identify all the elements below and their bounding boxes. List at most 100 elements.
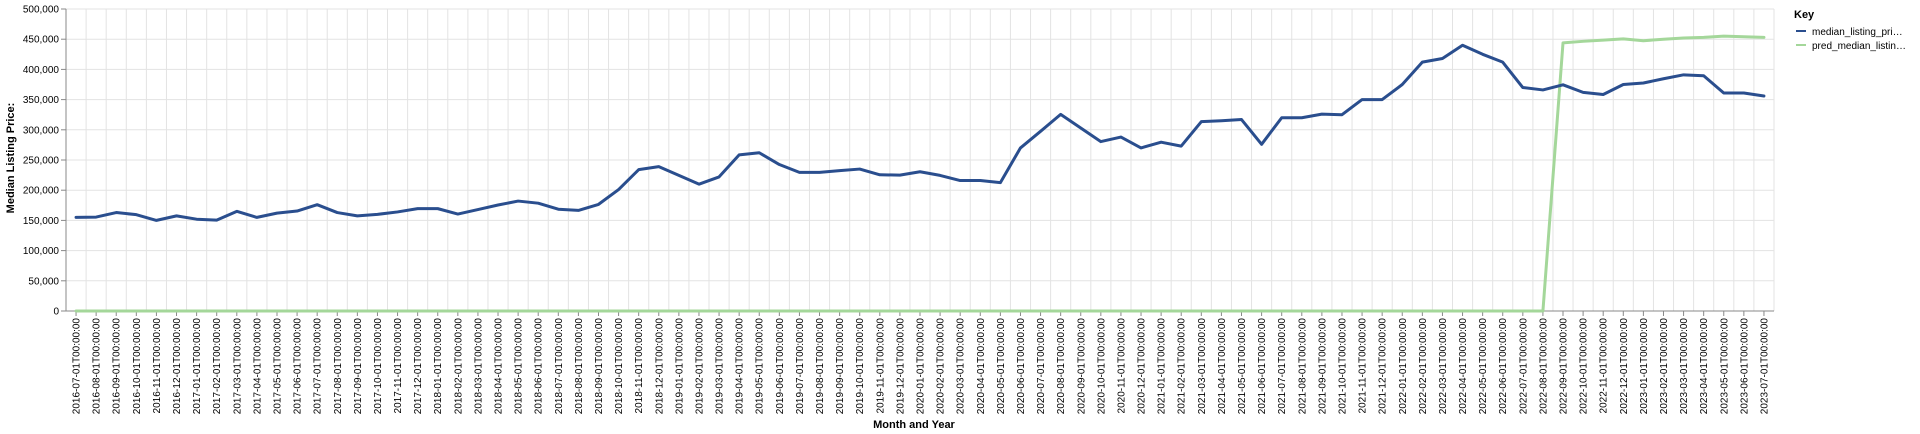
x-tick-label: 2019-10-01T00:00:00 bbox=[855, 318, 866, 415]
y-tick-label: 400,000 bbox=[23, 65, 60, 76]
x-tick-label: 2023-05-01T00:00:00 bbox=[1719, 318, 1730, 415]
x-tick-label: 2020-03-01T00:00:00 bbox=[956, 318, 967, 415]
y-tick-label: 50,000 bbox=[28, 276, 59, 287]
y-tick-label: 200,000 bbox=[23, 186, 60, 197]
x-tick-label: 2020-05-01T00:00:00 bbox=[996, 318, 1007, 415]
x-tick-label: 2017-08-01T00:00:00 bbox=[333, 318, 344, 415]
axes bbox=[61, 8, 1774, 316]
x-tick-label: 2018-09-01T00:00:00 bbox=[594, 318, 605, 415]
legend-label-median: median_listing_pri… bbox=[1812, 27, 1903, 38]
y-tick-label: 250,000 bbox=[23, 156, 60, 167]
y-tick-label: 450,000 bbox=[23, 35, 60, 46]
x-tick-label: 2019-12-01T00:00:00 bbox=[895, 318, 906, 415]
x-tick-label: 2020-12-01T00:00:00 bbox=[1137, 318, 1148, 415]
x-tick-label: 2022-06-01T00:00:00 bbox=[1498, 318, 1509, 415]
x-tick-label: 2020-04-01T00:00:00 bbox=[976, 318, 987, 415]
x-tick-label: 2022-05-01T00:00:00 bbox=[1478, 318, 1489, 415]
x-tick-label: 2017-06-01T00:00:00 bbox=[293, 318, 304, 415]
x-tick-label: 2019-01-01T00:00:00 bbox=[674, 318, 685, 415]
x-tick-label: 2019-09-01T00:00:00 bbox=[835, 318, 846, 415]
x-tick-label: 2019-11-01T00:00:00 bbox=[875, 318, 886, 414]
x-tick-label: 2021-06-01T00:00:00 bbox=[1257, 318, 1268, 415]
x-tick-label: 2016-11-01T00:00:00 bbox=[152, 318, 163, 414]
x-tick-label: 2020-02-01T00:00:00 bbox=[936, 318, 947, 415]
x-tick-label: 2017-07-01T00:00:00 bbox=[313, 318, 324, 415]
x-tick-label: 2022-03-01T00:00:00 bbox=[1438, 318, 1449, 415]
legend-item-pred-median: pred_median_listin… bbox=[1796, 41, 1906, 52]
x-tick-label: 2022-04-01T00:00:00 bbox=[1458, 318, 1469, 415]
x-tick-label: 2016-08-01T00:00:00 bbox=[92, 318, 103, 415]
x-tick-label: 2021-02-01T00:00:00 bbox=[1177, 318, 1188, 415]
y-tick-label: 150,000 bbox=[23, 216, 60, 227]
x-tick-label: 2022-02-01T00:00:00 bbox=[1418, 318, 1429, 415]
x-tick-label: 2021-01-01T00:00:00 bbox=[1157, 318, 1168, 415]
x-tick-label: 2018-02-01T00:00:00 bbox=[453, 318, 464, 415]
x-tick-label: 2022-12-01T00:00:00 bbox=[1619, 318, 1630, 415]
x-tick-label: 2019-03-01T00:00:00 bbox=[715, 318, 726, 415]
x-tick-label: 2017-03-01T00:00:00 bbox=[232, 318, 243, 415]
x-tick-label: 2019-07-01T00:00:00 bbox=[795, 318, 806, 415]
x-tick-label: 2020-01-01T00:00:00 bbox=[916, 318, 927, 415]
x-tick-label: 2021-10-01T00:00:00 bbox=[1337, 318, 1348, 415]
x-tick-label: 2023-06-01T00:00:00 bbox=[1739, 318, 1750, 415]
x-tick-label: 2018-08-01T00:00:00 bbox=[574, 318, 585, 415]
x-tick-labels: 2016-07-01T00:00:00 2016-08-01T00:00:00 20… bbox=[72, 318, 1771, 415]
x-tick-label: 2019-04-01T00:00:00 bbox=[735, 318, 746, 415]
legend-title: Key bbox=[1794, 9, 1815, 21]
series-line-pred-median-listing-price bbox=[74, 34, 1766, 313]
x-axis-title: Month and Year bbox=[873, 419, 955, 431]
x-tick-label: 2022-07-01T00:00:00 bbox=[1518, 318, 1529, 415]
x-tick-label: 2018-12-01T00:00:00 bbox=[654, 318, 665, 415]
x-tick-label: 2020-08-01T00:00:00 bbox=[1056, 318, 1067, 415]
x-tick-label: 2018-06-01T00:00:00 bbox=[534, 318, 545, 415]
x-tick-label: 2021-12-01T00:00:00 bbox=[1378, 318, 1389, 415]
x-tick-label: 2023-07-01T00:00:00 bbox=[1759, 318, 1770, 415]
x-tick-label: 2022-09-01T00:00:00 bbox=[1559, 318, 1570, 415]
legend-label-pred-median: pred_median_listin… bbox=[1812, 41, 1906, 52]
x-tick-label: 2019-06-01T00:00:00 bbox=[775, 318, 786, 415]
x-tick-label: 2017-10-01T00:00:00 bbox=[373, 318, 384, 415]
x-tick-label: 2018-05-01T00:00:00 bbox=[514, 318, 525, 415]
x-tick-label: 2016-10-01T00:00:00 bbox=[132, 318, 143, 415]
x-tick-label: 2017-09-01T00:00:00 bbox=[353, 318, 364, 415]
series-lines bbox=[74, 34, 1766, 313]
series-line-median-listing-price bbox=[74, 43, 1766, 222]
x-tick-label: 2018-10-01T00:00:00 bbox=[614, 318, 625, 415]
x-tick-label: 2021-11-01T00:00:00 bbox=[1358, 318, 1369, 414]
x-tick-label: 2018-04-01T00:00:00 bbox=[494, 318, 505, 415]
legend-item-median: median_listing_pri… bbox=[1796, 27, 1903, 38]
x-tick-label: 2022-01-01T00:00:00 bbox=[1398, 318, 1409, 415]
x-tick-label: 2018-07-01T00:00:00 bbox=[554, 318, 565, 415]
gridlines bbox=[65, 8, 1775, 312]
x-tick-label: 2021-05-01T00:00:00 bbox=[1237, 318, 1248, 415]
x-tick-label: 2018-03-01T00:00:00 bbox=[473, 318, 484, 415]
x-tick-label: 2017-02-01T00:00:00 bbox=[212, 318, 223, 415]
y-tick-labels: 0 50,000 100,000 150,000 200,000 250,000 300,0… bbox=[23, 5, 60, 318]
x-tick-label: 2019-05-01T00:00:00 bbox=[755, 318, 766, 415]
x-tick-label: 2020-10-01T00:00:00 bbox=[1096, 318, 1107, 415]
x-tick-label: 2018-01-01T00:00:00 bbox=[433, 318, 444, 415]
x-tick-label: 2023-04-01T00:00:00 bbox=[1699, 318, 1710, 415]
x-tick-label: 2016-07-01T00:00:00 bbox=[72, 318, 83, 415]
x-tick-label: 2020-11-01T00:00:00 bbox=[1116, 318, 1127, 414]
x-tick-label: 2016-09-01T00:00:00 bbox=[112, 318, 123, 415]
x-tick-label: 2017-04-01T00:00:00 bbox=[252, 318, 263, 415]
x-tick-label: 2023-02-01T00:00:00 bbox=[1659, 318, 1670, 415]
x-tick-label: 2022-10-01T00:00:00 bbox=[1579, 318, 1590, 415]
x-tick-label: 2017-05-01T00:00:00 bbox=[272, 318, 283, 415]
x-tick-label: 2021-07-01T00:00:00 bbox=[1277, 318, 1288, 415]
y-tick-label: 100,000 bbox=[23, 246, 60, 257]
y-tick-label: 0 bbox=[53, 307, 59, 318]
x-tick-label: 2021-08-01T00:00:00 bbox=[1297, 318, 1308, 415]
x-tick-label: 2019-08-01T00:00:00 bbox=[815, 318, 826, 415]
x-tick-label: 2022-11-01T00:00:00 bbox=[1599, 318, 1610, 414]
legend: Key median_listing_pri… pred_median_list… bbox=[1794, 9, 1906, 52]
x-tick-label: 2018-11-01T00:00:00 bbox=[634, 318, 645, 414]
x-tick-label: 2023-03-01T00:00:00 bbox=[1679, 318, 1690, 415]
x-tick-label: 2021-03-01T00:00:00 bbox=[1197, 318, 1208, 415]
x-tick-label: 2017-12-01T00:00:00 bbox=[413, 318, 424, 415]
x-tick-label: 2016-12-01T00:00:00 bbox=[172, 318, 183, 415]
x-tick-label: 2020-09-01T00:00:00 bbox=[1076, 318, 1087, 415]
x-tick-label: 2017-11-01T00:00:00 bbox=[393, 318, 404, 414]
